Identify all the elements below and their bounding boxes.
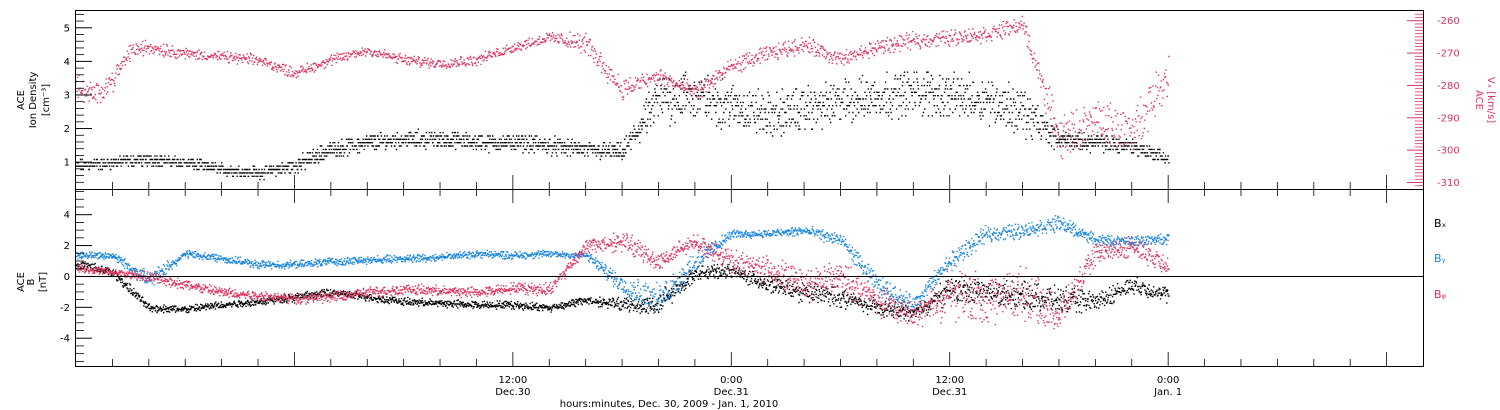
density-axis-label-line1: ACE bbox=[16, 90, 27, 110]
bz-series-marks bbox=[76, 232, 1170, 330]
density-tick-label: 1 bbox=[64, 158, 70, 169]
x-tick-time-label: 0:00 bbox=[1157, 375, 1179, 386]
magnetic-axis-label-line3: [nT] bbox=[38, 272, 49, 292]
bz-series bbox=[76, 232, 1170, 330]
ion-density-velocity-panel: 1 2 3 4 5 -260 -270 -280 -290 -300 -310 ACE Ion D… bbox=[16, 10, 1496, 190]
density-tick-label: 2 bbox=[64, 124, 70, 135]
magnetic-axis-label-line2: B bbox=[26, 278, 37, 285]
velocity-tick-label: -310 bbox=[1437, 178, 1460, 189]
by-series-marks bbox=[76, 215, 1170, 314]
x-tick-time-label: 0:00 bbox=[720, 375, 742, 386]
density-axis-ticks: 1 2 3 4 5 bbox=[64, 13, 92, 183]
top-data-points bbox=[76, 15, 1170, 181]
magnetic-axis-label-line1: ACE bbox=[16, 272, 27, 292]
bottom-data-points bbox=[76, 215, 1170, 330]
bx-series-marks bbox=[76, 261, 1170, 322]
velocity-axis-ticks: -260 -270 -280 -290 -300 -310 bbox=[1407, 13, 1460, 189]
x-tick-date-label: Jan. 1 bbox=[1153, 387, 1182, 398]
magnetic-field-panel: 4 2 0 -2 -4 ACE B [nT] Bₓ Bᵧ Bᵩ bbox=[16, 189, 1447, 367]
velocity-tick-label: -280 bbox=[1437, 81, 1460, 92]
ion-density-series-marks bbox=[76, 71, 1170, 181]
top-panel-frame bbox=[75, 10, 1424, 190]
density-axis-label-line2: Ion Density bbox=[28, 72, 39, 129]
velocity-axis-label-line1: ACE bbox=[1473, 90, 1484, 110]
x-axis-label: hours:minutes, Dec. 30, 2009 - Jan. 1, 2… bbox=[560, 399, 778, 410]
density-tick-label: 3 bbox=[64, 90, 70, 101]
magnetic-axis-ticks: 4 2 0 -2 -4 bbox=[60, 191, 92, 362]
magnetic-tick-label: 2 bbox=[64, 241, 70, 252]
x-tick-date-label: Dec.31 bbox=[714, 387, 749, 398]
velocity-tick-label: -300 bbox=[1437, 146, 1460, 157]
vx-velocity-series bbox=[76, 15, 1170, 160]
density-tick-label: 5 bbox=[64, 23, 70, 34]
by-series bbox=[76, 215, 1170, 314]
magnetic-tick-label: -4 bbox=[60, 334, 70, 345]
density-axis-label-line3: [cm⁻³] bbox=[41, 84, 52, 116]
x-tick-time-label: 12:00 bbox=[498, 375, 527, 386]
x-tick-date-label: Dec.31 bbox=[932, 387, 967, 398]
time-axis: 12:00Dec.300:00Dec.3112:00Dec.310:00Jan.… bbox=[112, 175, 1387, 398]
velocity-tick-label: -270 bbox=[1437, 49, 1460, 60]
velocity-axis-label-line2: Vₓ [km/s] bbox=[1485, 77, 1496, 123]
x-tick-time-label: 12:00 bbox=[935, 375, 964, 386]
bx-series bbox=[76, 261, 1170, 322]
magnetic-tick-label: -2 bbox=[60, 303, 70, 314]
legend-by: Bᵧ bbox=[1434, 252, 1446, 265]
bottom-panel-frame bbox=[75, 189, 1424, 367]
legend: Bₓ Bᵧ Bᵩ bbox=[1434, 217, 1447, 301]
vx-velocity-series-marks bbox=[76, 15, 1170, 160]
ion-density-series bbox=[76, 71, 1170, 181]
magnetic-tick-label: 4 bbox=[64, 210, 70, 221]
x-tick-date-label: Dec.30 bbox=[495, 387, 530, 398]
magnetic-tick-label: 0 bbox=[64, 272, 70, 283]
legend-bx: Bₓ bbox=[1434, 217, 1447, 230]
density-tick-label: 4 bbox=[64, 57, 70, 68]
velocity-tick-label: -260 bbox=[1437, 16, 1460, 27]
velocity-tick-label: -290 bbox=[1437, 113, 1460, 124]
legend-bz: Bᵩ bbox=[1434, 288, 1447, 301]
